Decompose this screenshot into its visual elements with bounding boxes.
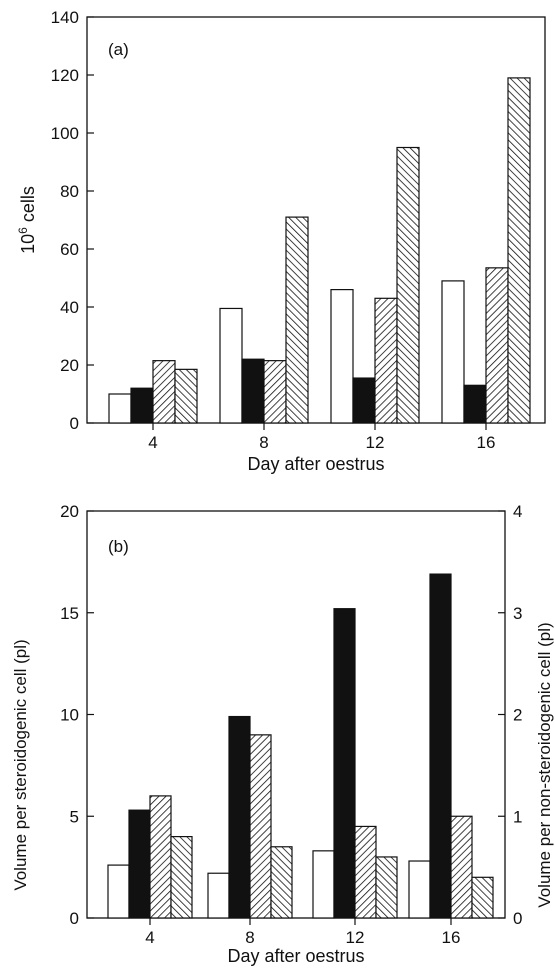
bar-b-series4-12 xyxy=(375,856,398,919)
x-axis-ticks-b: 4 8 12 16 xyxy=(145,918,460,947)
bar-a-series3-4 xyxy=(152,360,176,424)
y-axis-label-b-left: Volume per steroidogenic cell (pl) xyxy=(11,639,30,890)
y-tick-label-b-5: 5 xyxy=(70,807,79,826)
y-tick-label-b-10: 10 xyxy=(60,706,79,725)
bar-a-series4-12 xyxy=(396,146,420,424)
y-axis-label-a: 106 cells xyxy=(16,186,38,254)
x-axis-label-b: Day after oestrus xyxy=(227,946,364,966)
y-tick-label-b-15: 15 xyxy=(60,604,79,623)
bar-a-series4-8 xyxy=(285,216,309,424)
y-axis-label-a-suffix: cells xyxy=(18,186,38,227)
bar-b-series3-8 xyxy=(249,734,272,919)
bar-b-series2-16 xyxy=(429,573,452,919)
y-tick-label-a-60: 60 xyxy=(60,240,79,259)
x-tick-label-b-16: 16 xyxy=(442,928,461,947)
bars-b xyxy=(107,573,494,919)
y-axis-ticks-b-left: 0 5 10 15 20 xyxy=(60,502,94,928)
bar-a-series1-4 xyxy=(108,393,132,424)
bar-b-series1-12 xyxy=(312,850,335,919)
bar-a-series4-16 xyxy=(507,77,531,424)
x-axis-ticks-a: 4 8 12 16 xyxy=(148,423,495,452)
x-tick-label-b-4: 4 xyxy=(145,928,154,947)
x-tick-label-a-16: 16 xyxy=(477,433,496,452)
chart-panel-a: (a) 0 20 40 60 80 100 120 140 4 8 12 16 Day after … xyxy=(16,8,546,474)
y-axis-label-b-right: Volume per non-steroidogenic cell (pl) xyxy=(535,622,554,907)
y-axis-ticks-b-right: 0 1 2 3 4 xyxy=(498,502,522,928)
y-tick-label-a-100: 100 xyxy=(51,124,79,143)
bar-b-series2-12 xyxy=(333,608,356,919)
bar-a-series2-16 xyxy=(463,384,487,424)
y-right-tick-label-b-0: 0 xyxy=(513,909,522,928)
bar-b-series3-12 xyxy=(354,825,377,919)
y-right-tick-label-b-3: 3 xyxy=(513,604,522,623)
bar-a-series1-8 xyxy=(219,307,243,424)
x-tick-label-a-12: 12 xyxy=(366,433,385,452)
bar-b-series4-8 xyxy=(270,846,293,919)
bar-a-series2-12 xyxy=(352,377,376,424)
x-axis-label-a: Day after oestrus xyxy=(247,454,384,474)
bar-b-series2-8 xyxy=(228,715,251,919)
panel-label-a: (a) xyxy=(108,40,129,59)
bar-a-series1-12 xyxy=(330,289,354,424)
bar-a-series3-12 xyxy=(374,297,398,424)
y-tick-label-a-80: 80 xyxy=(60,182,79,201)
bar-a-series3-16 xyxy=(485,267,509,424)
bar-b-series1-4 xyxy=(107,864,130,919)
bar-b-series3-16 xyxy=(450,815,473,919)
y-tick-label-a-20: 20 xyxy=(60,356,79,375)
bar-b-series1-16 xyxy=(408,860,431,919)
bar-a-series3-8 xyxy=(263,360,287,424)
y-right-tick-label-b-2: 2 xyxy=(513,706,522,725)
y-tick-label-b-0: 0 xyxy=(70,909,79,928)
y-axis-label-a-exponent: 6 xyxy=(16,227,30,234)
y-axis-ticks-a: 0 20 40 60 80 100 120 140 xyxy=(51,8,94,433)
y-axis-label-a-base: 10 xyxy=(18,234,38,254)
bar-a-series4-4 xyxy=(174,368,198,424)
bar-a-series1-16 xyxy=(441,280,465,424)
y-tick-label-a-120: 120 xyxy=(51,66,79,85)
y-right-tick-label-b-4: 4 xyxy=(513,502,522,521)
plot-frame-a xyxy=(86,16,546,424)
bars-a xyxy=(108,77,531,424)
bar-a-series2-8 xyxy=(241,358,265,424)
bar-b-series4-4 xyxy=(170,835,193,919)
bar-b-series1-8 xyxy=(207,872,230,919)
x-tick-label-b-8: 8 xyxy=(245,928,254,947)
y-right-tick-label-b-1: 1 xyxy=(513,807,522,826)
panel-label-b: (b) xyxy=(108,537,129,556)
x-tick-label-b-12: 12 xyxy=(346,928,365,947)
y-tick-label-a-0: 0 xyxy=(70,414,79,433)
y-tick-label-a-140: 140 xyxy=(51,8,79,27)
y-tick-label-b-20: 20 xyxy=(60,502,79,521)
bar-b-series4-16 xyxy=(471,876,494,919)
bar-b-series3-4 xyxy=(149,795,172,919)
bar-a-series2-4 xyxy=(130,387,154,424)
x-tick-label-a-4: 4 xyxy=(148,433,157,452)
y-tick-label-a-40: 40 xyxy=(60,298,79,317)
bar-b-series2-4 xyxy=(128,809,151,919)
x-tick-label-a-8: 8 xyxy=(259,433,268,452)
